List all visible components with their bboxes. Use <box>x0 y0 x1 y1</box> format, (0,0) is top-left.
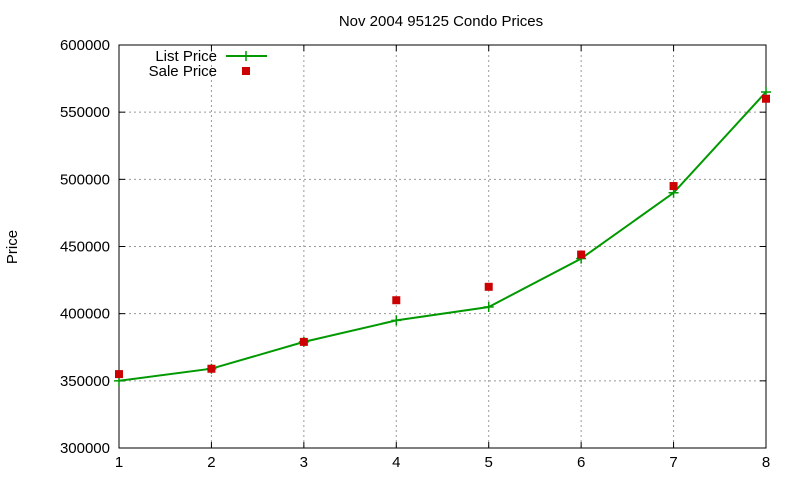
sale-price-point <box>484 282 493 291</box>
x-tick-label: 4 <box>392 454 400 471</box>
sale-price-point <box>577 250 586 259</box>
sale-price-point <box>115 370 123 379</box>
list-price-point <box>391 315 402 326</box>
y-tick-label: 400000 <box>60 306 110 323</box>
sale-price-point <box>392 296 401 305</box>
x-tick-label: 1 <box>115 454 123 471</box>
legend-label-sale-price: Sale Price <box>149 63 217 80</box>
list-price-line <box>118 91 767 382</box>
sale-price-point <box>762 94 770 103</box>
series-layer <box>114 87 771 386</box>
axis-ticks: 300000 350000 400000 450000 500000 550000 6000… <box>60 37 770 471</box>
y-tick-label: 600000 <box>60 37 110 54</box>
sale-price-point <box>207 364 216 373</box>
plot-frame <box>118 44 767 449</box>
grid-lines <box>119 45 766 448</box>
list-price-point <box>483 301 494 312</box>
y-tick-label: 500000 <box>60 171 110 188</box>
x-tick-label: 7 <box>669 454 677 471</box>
x-tick-label: 2 <box>207 454 215 471</box>
x-tick-label: 3 <box>300 454 308 471</box>
x-tick-label: 8 <box>762 454 770 471</box>
legend: List Price Sale Price <box>149 48 267 80</box>
sale-price-point <box>669 182 678 191</box>
legend-label-list-price: List Price <box>155 48 217 65</box>
chart-title: Nov 2004 95125 Condo Prices <box>339 13 543 30</box>
x-tick-label: 6 <box>577 454 585 471</box>
y-tick-label: 300000 <box>60 440 110 457</box>
y-tick-label: 550000 <box>60 104 110 121</box>
x-tick-label: 5 <box>485 454 493 471</box>
y-tick-label: 350000 <box>60 373 110 390</box>
legend-marker-list-price <box>241 51 251 61</box>
y-axis-label: Price <box>4 230 21 264</box>
y-tick-label: 450000 <box>60 239 110 256</box>
legend-marker-sale-price <box>242 67 250 75</box>
sale-price-point <box>299 337 308 346</box>
